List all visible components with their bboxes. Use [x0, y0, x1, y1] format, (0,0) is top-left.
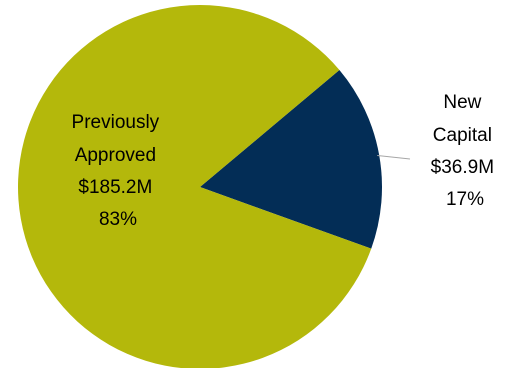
new-capital-label: New Capital $36.9M 17% — [431, 92, 500, 210]
previously-approved-label: Previously Approved $185.2M 83% — [72, 112, 165, 230]
new-capital-leader-line — [377, 154, 411, 160]
pie-slices — [18, 5, 383, 368]
previously-approved-slice — [18, 5, 372, 368]
new-capital-slice — [200, 70, 383, 249]
